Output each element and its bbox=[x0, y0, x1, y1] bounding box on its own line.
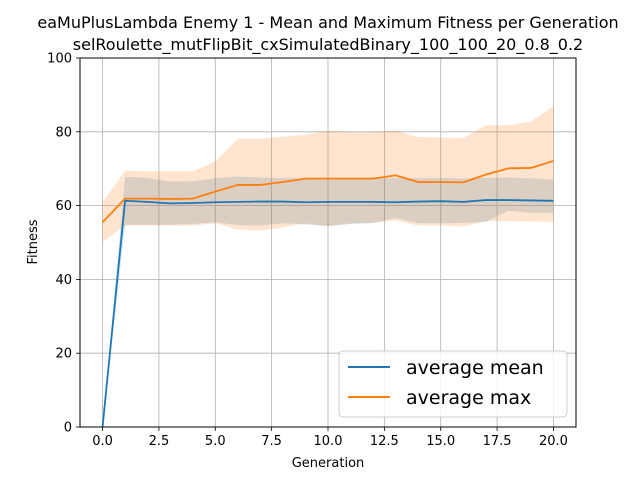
line-average-max bbox=[101, 160, 554, 223]
legend-label-average-mean: average mean bbox=[406, 357, 544, 379]
y-axis-label: Fitness bbox=[26, 219, 41, 264]
y-axis-ticks: 0 20 40 60 80 100 bbox=[47, 52, 80, 436]
series-lines bbox=[101, 160, 554, 428]
band-average-max bbox=[102, 106, 554, 243]
x-tick-label-8: 20.0 bbox=[539, 434, 568, 449]
x-tick-label-0: 0.0 bbox=[92, 434, 113, 449]
y-tick-label-4: 80 bbox=[55, 125, 72, 140]
x-tick-label-5: 12.5 bbox=[370, 434, 399, 449]
chart-title: eaMuPlusLambda Enemy 1 - Mean and Maximu… bbox=[37, 13, 618, 32]
legend-box bbox=[338, 350, 568, 418]
x-tick-label-6: 15.0 bbox=[426, 434, 455, 449]
legend-label-average-max: average max bbox=[406, 387, 531, 409]
y-tick-label-3: 60 bbox=[55, 199, 72, 214]
legend: average mean average max bbox=[338, 350, 568, 418]
x-tick-label-7: 17.5 bbox=[483, 434, 512, 449]
y-tick-label-1: 20 bbox=[55, 347, 72, 362]
x-tick-label-1: 2.5 bbox=[149, 434, 170, 449]
y-tick-label-5: 100 bbox=[47, 52, 72, 67]
x-axis-ticks: 0.0 2.5 5.0 7.5 10.0 12.5 15.0 17.5 20.0 bbox=[92, 427, 568, 449]
y-tick-label-0: 0 bbox=[64, 421, 72, 436]
x-axis-label: Generation bbox=[292, 456, 365, 471]
y-tick-label-2: 40 bbox=[55, 273, 72, 288]
x-tick-label-2: 5.0 bbox=[205, 434, 226, 449]
x-tick-label-4: 10.0 bbox=[314, 434, 343, 449]
chart-subtitle: selRoulette_mutFlipBit_cxSimulatedBinary… bbox=[73, 35, 583, 55]
line-average-mean bbox=[101, 199, 554, 428]
x-tick-label-3: 7.5 bbox=[261, 434, 282, 449]
